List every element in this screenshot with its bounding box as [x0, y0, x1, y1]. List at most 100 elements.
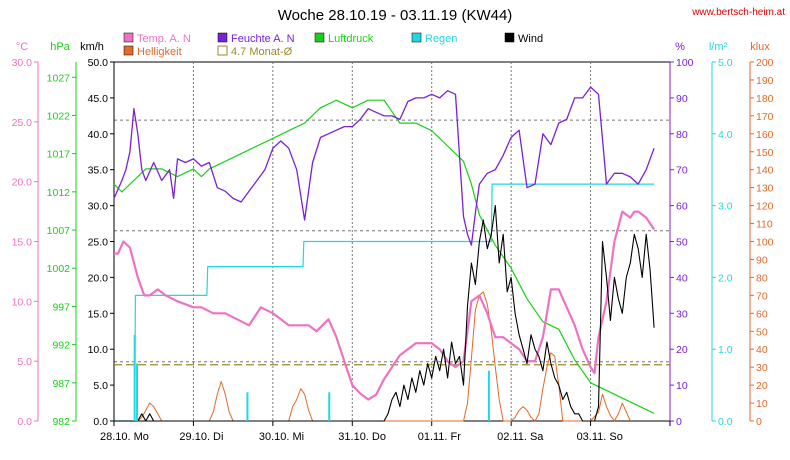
series-helligkeit	[114, 291, 631, 422]
lux-axis-tick-label: 190	[756, 75, 774, 87]
temp-axis-tick-label: 15.0	[12, 237, 33, 249]
day-label: 30.10. Mi	[259, 431, 304, 443]
lux-axis-tick-label: 50	[756, 326, 768, 338]
wind-axis-tick-label: 40.0	[88, 129, 109, 141]
lux-axis-tick-label: 70	[756, 290, 768, 302]
wind-axis-tick-label: 0.0	[93, 416, 108, 428]
rain-axis-tick-label: 5.0	[718, 57, 733, 69]
lux-axis-tick-label: 160	[756, 129, 774, 141]
pressure-axis-tick-label: 997	[52, 301, 70, 313]
pressure-axis-tick-label: 1002	[47, 263, 71, 275]
wind-axis-tick-label: 20.0	[88, 272, 109, 284]
day-label: 28.10. Mo	[100, 431, 149, 443]
lux-axis-tick-label: 120	[756, 201, 774, 213]
rain-axis-tick-label: 2.0	[718, 272, 733, 284]
lux-axis-tick-label: 90	[756, 254, 768, 266]
humidity-axis-tick-label: 60	[676, 201, 688, 213]
lux-axis-tick-label: 200	[756, 57, 774, 69]
day-label: 02.11. Sa	[497, 431, 544, 443]
legend-swatch	[217, 32, 228, 43]
axis-unit: l/m²	[709, 41, 728, 53]
wind-axis-tick-label: 10.0	[88, 344, 109, 356]
legend-swatch	[504, 32, 515, 43]
axis-unit: km/h	[80, 41, 104, 53]
temp-axis-tick-label: 0.0	[17, 416, 32, 428]
lux-axis-tick-label: 130	[756, 183, 774, 195]
pressure-axis-tick-label: 1017	[47, 149, 71, 161]
humidity-axis-tick-label: 40	[676, 272, 688, 284]
series-feuchte-a-n	[113, 86, 655, 246]
lux-axis-tick-label: 40	[756, 344, 768, 356]
humidity-axis-tick-label: 90	[676, 93, 688, 105]
legend-label: Feuchte A. N	[231, 33, 295, 45]
pressure-axis-tick-label: 982	[52, 416, 70, 428]
wind-axis-tick-label: 30.0	[88, 201, 109, 213]
axis-unit: klux	[750, 41, 770, 53]
legend-label: Wind	[518, 33, 543, 45]
humidity-axis-tick-label: 80	[676, 129, 688, 141]
humidity-axis-tick-label: 20	[676, 344, 688, 356]
temp-axis-tick-label: 10.0	[12, 296, 33, 308]
pressure-axis-tick-label: 1012	[47, 187, 71, 199]
temp-axis-tick-label: 25.0	[12, 117, 33, 129]
wind-axis-tick-label: 15.0	[88, 308, 109, 320]
lux-axis-tick-label: 80	[756, 272, 768, 284]
day-label: 31.10. Do	[338, 431, 386, 443]
humidity-axis-tick-label: 30	[676, 308, 688, 320]
temp-axis-tick-label: 5.0	[17, 356, 32, 368]
day-label: 01.11. Fr	[418, 431, 462, 443]
humidity-axis-tick-label: 50	[676, 237, 688, 249]
wind-axis-tick-label: 35.0	[88, 165, 109, 177]
lux-axis-tick-label: 110	[756, 219, 773, 231]
rain-axis-tick-label: 3.0	[718, 201, 733, 213]
legend-swatch	[217, 45, 228, 56]
lux-axis-tick-label: 60	[756, 308, 768, 320]
pressure-axis-tick-label: 1022	[47, 110, 71, 122]
wind-axis-tick-label: 5.0	[93, 380, 108, 392]
legend-label: Regen	[425, 33, 457, 45]
lux-axis-tick-label: 0	[756, 416, 762, 428]
lux-axis-tick-label: 150	[756, 147, 774, 159]
lux-axis-tick-label: 30	[756, 362, 768, 374]
legend-label: Temp. A. N	[137, 33, 191, 45]
rain-axis-tick-label: 0.0	[718, 416, 733, 428]
chart-title: Woche 28.10.19 - 03.11.19 (KW44)	[278, 7, 513, 24]
legend-swatch	[314, 32, 325, 43]
temp-axis-tick-label: 20.0	[12, 177, 33, 189]
axis-unit: °C	[16, 41, 28, 53]
lux-axis-tick-label: 10	[756, 398, 768, 410]
lux-axis-tick-label: 100	[756, 237, 774, 249]
lux-axis-tick-label: 180	[756, 93, 774, 105]
wind-axis-tick-label: 50.0	[88, 57, 109, 69]
legend-swatch	[123, 32, 134, 43]
lux-axis-tick-label: 170	[756, 111, 774, 123]
legend-label: 4.7 Monat-Ø	[231, 46, 293, 58]
legend-swatch	[411, 32, 422, 43]
series-luftdruck	[113, 99, 655, 414]
humidity-axis-tick-label: 70	[676, 165, 688, 177]
pressure-axis-tick-label: 992	[52, 340, 70, 352]
rain-axis-tick-label: 1.0	[718, 344, 733, 356]
legend-label: Helligkeit	[137, 46, 182, 58]
lux-axis-tick-label: 20	[756, 380, 768, 392]
series-wind	[114, 205, 655, 422]
wind-axis-tick-label: 25.0	[88, 237, 109, 249]
site-url: www.bertsch-heim.at	[691, 7, 785, 18]
day-label: 03.11. So	[577, 431, 623, 443]
wind-axis-tick-label: 45.0	[88, 93, 109, 105]
legend-swatch	[123, 45, 134, 56]
pressure-axis-tick-label: 987	[52, 378, 70, 390]
lux-axis-tick-label: 140	[756, 165, 774, 177]
series-temp-a-n	[114, 210, 656, 401]
legend-label: Luftdruck	[328, 33, 374, 45]
pressure-axis-tick-label: 1007	[47, 225, 71, 237]
humidity-axis-tick-label: 100	[676, 57, 694, 69]
humidity-axis-tick-label: 10	[676, 380, 688, 392]
humidity-axis-tick-label: 0	[676, 416, 682, 428]
rain-axis-tick-label: 4.0	[718, 129, 733, 141]
temp-axis-tick-label: 30.0	[12, 57, 33, 69]
pressure-axis-tick-label: 1027	[47, 72, 71, 84]
axis-unit: hPa	[50, 41, 70, 53]
day-label: 29.10. Di	[179, 431, 223, 443]
